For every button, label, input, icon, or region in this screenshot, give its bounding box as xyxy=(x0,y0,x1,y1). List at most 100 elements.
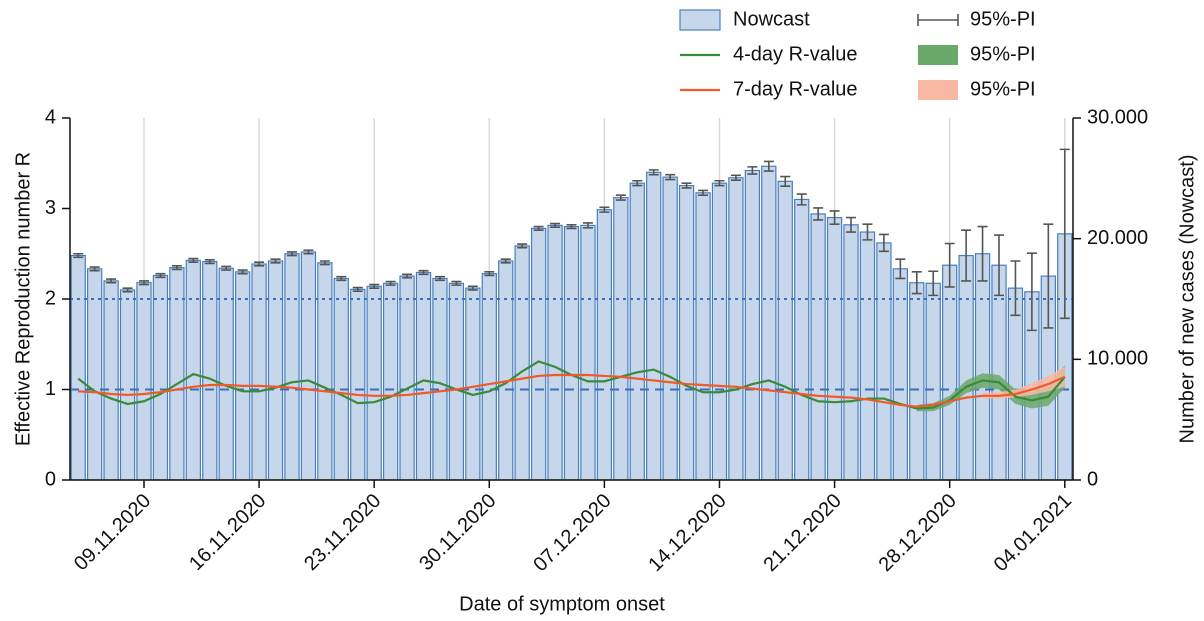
bar xyxy=(284,253,300,481)
y-axis-label: Effective Reproduction number R xyxy=(12,152,34,446)
bar xyxy=(514,245,530,481)
bar xyxy=(958,254,974,481)
bar xyxy=(892,268,909,481)
error-bar xyxy=(402,273,413,279)
error-bar xyxy=(862,223,873,241)
legend-swatch xyxy=(679,9,721,31)
error-bar xyxy=(944,242,955,288)
error-bar xyxy=(813,207,824,221)
bar xyxy=(333,277,349,481)
bar xyxy=(876,242,892,481)
x-axis-label: Date of symptom onset xyxy=(459,593,665,615)
error-bar xyxy=(73,252,84,259)
error-bar xyxy=(1010,260,1021,317)
bar xyxy=(70,254,86,481)
error-bar xyxy=(895,258,906,280)
x-tick-label: 30.11.2020 xyxy=(415,490,500,575)
x-tick-label: 21.12.2020 xyxy=(760,490,846,576)
bar xyxy=(662,176,678,481)
x-tick-label: 16.11.2020 xyxy=(185,490,270,575)
error-bar xyxy=(122,287,133,293)
error-bar xyxy=(829,210,840,225)
error-bar xyxy=(632,179,643,187)
bar xyxy=(580,224,596,481)
error-bar xyxy=(714,179,725,187)
error-bar xyxy=(780,175,791,187)
bar xyxy=(974,253,991,481)
bar xyxy=(991,264,1007,481)
bar xyxy=(925,282,941,481)
bar xyxy=(547,224,563,481)
y-tick-label: 4 xyxy=(45,106,56,128)
error-bar xyxy=(204,258,215,265)
bar xyxy=(1007,287,1024,481)
y2-axis-label: Number of new cases (Nowcast) xyxy=(1176,155,1198,444)
bar xyxy=(202,260,218,481)
bar xyxy=(563,226,580,481)
bar xyxy=(432,277,448,481)
error-bar xyxy=(911,271,922,295)
error-bar xyxy=(533,225,544,232)
error-bar xyxy=(270,258,281,264)
error-bar xyxy=(286,251,297,257)
error-bar xyxy=(467,285,478,291)
error-bar xyxy=(500,258,511,264)
x-tick-label: 09.11.2020 xyxy=(70,490,155,575)
y2-tick-label: 20.000 xyxy=(1087,227,1148,249)
error-bar xyxy=(155,272,166,279)
error-bar xyxy=(188,257,199,263)
error-bar xyxy=(171,265,182,271)
bar xyxy=(185,259,201,481)
error-bar xyxy=(763,160,774,172)
error-bar xyxy=(665,173,676,181)
bar xyxy=(399,275,415,481)
bar xyxy=(695,192,711,481)
bar xyxy=(744,169,761,481)
r-line xyxy=(78,373,1066,408)
error-bar xyxy=(566,223,577,230)
error-bar xyxy=(796,193,807,206)
error-bar xyxy=(1059,148,1070,320)
error-bar xyxy=(994,234,1005,297)
bar xyxy=(350,288,366,481)
error-bar xyxy=(878,233,889,253)
error-bar xyxy=(484,271,495,277)
y2-tick-label: 0 xyxy=(1087,468,1098,490)
error-bar xyxy=(599,206,610,213)
bar xyxy=(777,180,793,481)
error-bar xyxy=(961,229,972,282)
bar xyxy=(596,209,613,481)
y-tick-label: 0 xyxy=(45,468,56,490)
bar xyxy=(498,260,514,481)
x-tick-label: 14.12.2020 xyxy=(644,490,730,576)
bar xyxy=(826,216,843,481)
error-bar xyxy=(369,283,380,289)
error-bar xyxy=(977,225,988,282)
bar xyxy=(629,182,645,481)
x-tick-label: 07.12.2020 xyxy=(529,490,615,576)
bar xyxy=(448,282,465,481)
error-bar xyxy=(747,166,758,175)
bar xyxy=(317,262,333,481)
bar xyxy=(251,263,267,481)
bar xyxy=(761,165,777,481)
bar xyxy=(86,268,103,481)
legend-label: 4-day R-value xyxy=(733,43,858,65)
bar xyxy=(152,274,169,481)
y2-tick-label: 10.000 xyxy=(1087,348,1148,370)
error-bar xyxy=(254,261,265,267)
error-bar xyxy=(336,275,347,282)
error-bar xyxy=(451,280,462,286)
legend-swatch xyxy=(917,14,959,26)
error-bar xyxy=(434,275,445,282)
bar xyxy=(119,289,136,481)
bar xyxy=(843,224,859,481)
error-bar xyxy=(138,280,149,286)
bar xyxy=(794,198,810,481)
bar xyxy=(136,282,152,481)
bar xyxy=(942,264,958,481)
interval-band xyxy=(982,366,1065,399)
error-bar xyxy=(352,286,363,292)
